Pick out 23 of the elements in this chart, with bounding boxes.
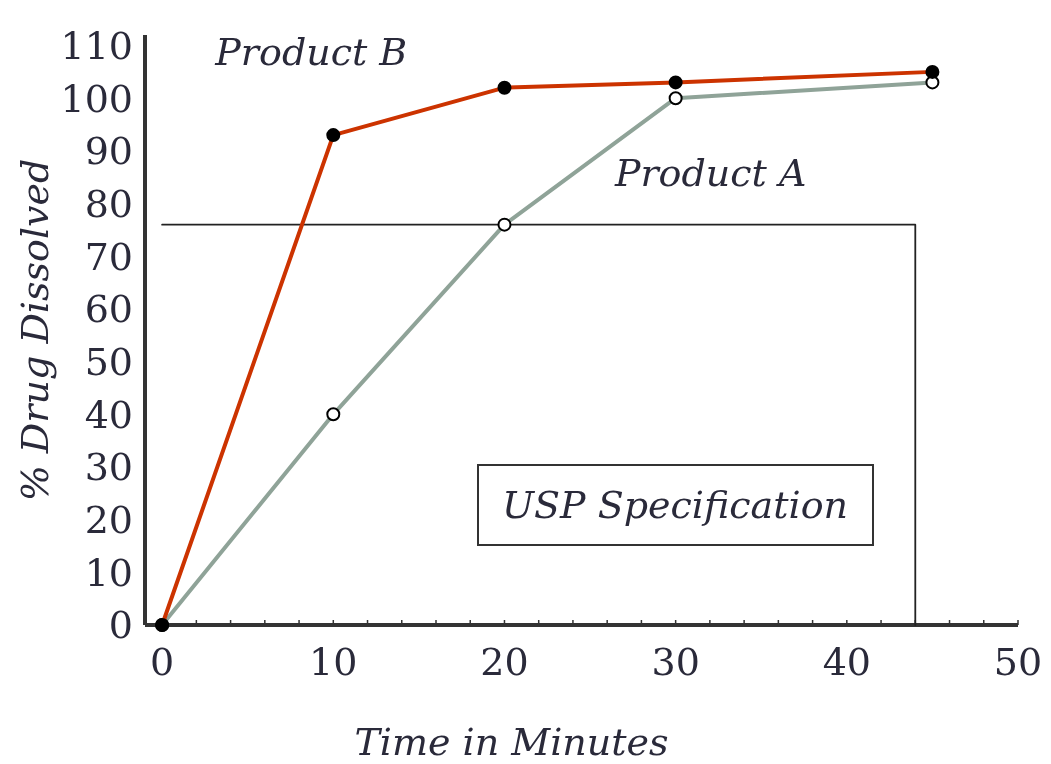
y-tick-label: 70: [84, 234, 133, 279]
y-tick-label: 110: [60, 23, 133, 68]
y-tick-label: 60: [84, 287, 133, 332]
y-tick-label: 90: [84, 129, 133, 174]
x-tick-label: 20: [480, 640, 529, 684]
x-tick-label: 50: [993, 640, 1043, 684]
y-tick-label: 20: [84, 497, 133, 542]
annotation: USP Specification: [501, 483, 849, 527]
x-tick-label: 10: [309, 640, 358, 684]
y-tick-label: 100: [60, 76, 133, 121]
y-tick-label: 0: [108, 603, 133, 648]
series-label: Product A: [613, 151, 807, 196]
y-axis-title: % Drug Dissolved: [13, 158, 57, 502]
series-label: Product B: [214, 30, 408, 75]
x-tick-label: 40: [822, 640, 871, 684]
x-tick-label: 30: [651, 640, 700, 684]
y-tick-label: 10: [84, 550, 133, 595]
x-axis-title: Time in Minutes: [354, 720, 669, 764]
y-tick-label: 40: [84, 392, 133, 437]
y-tick-label: 80: [84, 181, 133, 226]
y-tick-label: 30: [84, 445, 133, 490]
x-tick-label: 0: [150, 640, 175, 684]
y-tick-label: 50: [84, 339, 133, 384]
